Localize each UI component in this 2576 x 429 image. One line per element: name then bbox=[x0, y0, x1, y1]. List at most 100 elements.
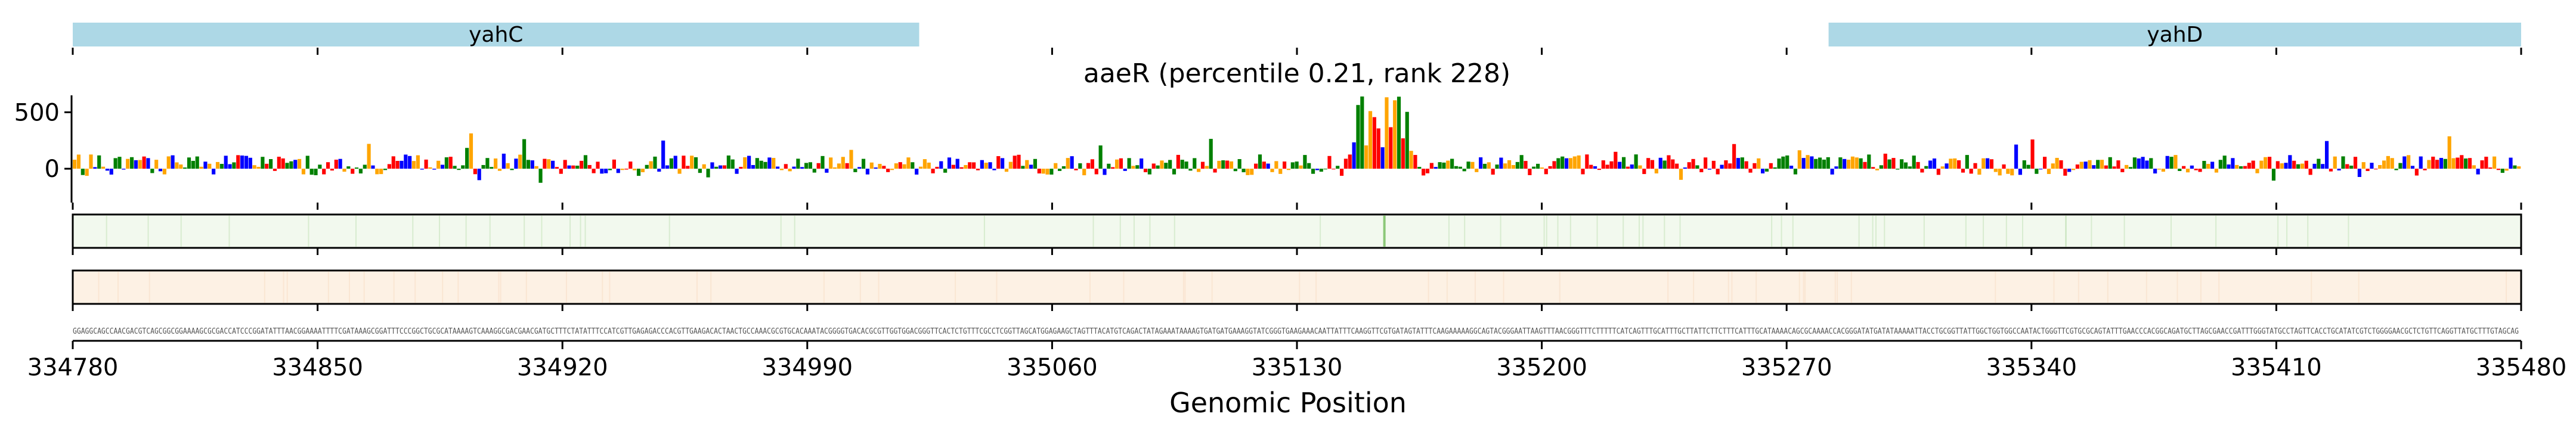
logo-letter bbox=[2067, 169, 2072, 172]
logo-letter bbox=[1671, 159, 1675, 169]
logo-letter bbox=[1278, 169, 1283, 174]
logo-letter bbox=[158, 169, 163, 172]
logo-letter bbox=[1433, 167, 1438, 169]
logo-letter bbox=[1609, 161, 1614, 169]
logo-letter bbox=[1217, 160, 1221, 169]
x-tick-label: 334920 bbox=[517, 354, 608, 381]
logo-letter bbox=[1830, 169, 1834, 175]
sequence-text: GGAGGCAGCCAACGACGTCAGCGGCGGAAAAGCGCGACCA… bbox=[73, 327, 2519, 336]
logo-letter bbox=[1630, 164, 1634, 169]
logo-letter bbox=[1001, 158, 1005, 169]
logo-letter bbox=[1691, 158, 1695, 169]
logo-letter bbox=[1283, 161, 1287, 169]
logo-letter bbox=[289, 161, 293, 169]
logo-letter bbox=[2210, 161, 2215, 169]
logo-letter bbox=[2484, 157, 2488, 169]
logo-letter bbox=[1070, 156, 1074, 169]
logo-letter bbox=[2467, 158, 2472, 169]
logo-letter bbox=[555, 167, 559, 169]
logo-letter bbox=[1642, 169, 1646, 175]
logo-letter bbox=[1409, 151, 1413, 169]
logo-letter bbox=[1033, 158, 1038, 169]
logo-letter bbox=[1364, 145, 1368, 169]
logo-letter bbox=[1965, 155, 1969, 169]
logo-letter bbox=[845, 163, 849, 169]
logo-letter bbox=[1327, 156, 1332, 169]
logo-letter bbox=[166, 156, 171, 169]
logo-letter bbox=[338, 158, 342, 169]
logo-letter bbox=[1561, 156, 1565, 169]
logo-letter bbox=[514, 158, 518, 169]
logo-letter bbox=[1753, 163, 1757, 169]
logo-letter bbox=[2341, 156, 2345, 169]
logo-letter bbox=[301, 169, 306, 175]
logo-letter bbox=[1507, 160, 1512, 169]
logo-letter bbox=[816, 163, 821, 169]
logo-letter bbox=[1229, 161, 1234, 169]
logo-letter bbox=[228, 164, 232, 169]
logo-letter bbox=[2088, 160, 2092, 169]
logo-letter bbox=[1393, 100, 1397, 169]
logo-letter bbox=[2366, 169, 2370, 172]
logo-letter bbox=[1184, 161, 1188, 169]
logo-letter bbox=[281, 158, 285, 169]
logo-letter bbox=[314, 169, 318, 176]
logo-letter bbox=[265, 163, 269, 169]
logo-letter bbox=[1188, 169, 1193, 171]
logo-letter bbox=[2202, 161, 2206, 169]
logo-letter bbox=[2214, 169, 2219, 173]
logo-letter bbox=[277, 157, 281, 169]
logo-letter bbox=[1119, 158, 1123, 169]
logo-letter bbox=[1454, 166, 1459, 169]
logo-letter bbox=[453, 166, 457, 169]
logo-letter bbox=[1903, 162, 1908, 169]
logo-letter bbox=[1699, 169, 1704, 173]
logo-letter bbox=[1536, 163, 1540, 169]
logo-letter bbox=[1352, 142, 1356, 169]
logo-letter bbox=[2288, 155, 2292, 169]
logo-letter bbox=[1475, 169, 1479, 172]
logo-letter bbox=[1389, 127, 1393, 169]
logo-letter bbox=[2218, 160, 2222, 169]
logo-letter bbox=[865, 169, 869, 175]
logo-letter bbox=[1887, 159, 1891, 169]
logo-letter bbox=[1953, 158, 1957, 169]
logo-letter bbox=[735, 169, 739, 174]
logo-letter bbox=[1998, 169, 2002, 176]
logo-letter bbox=[686, 166, 690, 169]
logo-letter bbox=[2410, 166, 2415, 169]
x-tick-label: 335270 bbox=[1741, 354, 1832, 381]
logo-letter bbox=[2128, 167, 2133, 169]
logo-letter bbox=[2284, 163, 2288, 169]
logo-letter bbox=[252, 165, 256, 169]
logo-letter bbox=[2398, 163, 2402, 169]
logo-letter bbox=[285, 163, 289, 169]
x-tick-label: 335130 bbox=[1252, 354, 1343, 381]
logo-letter bbox=[1013, 156, 1017, 169]
logo-letter bbox=[351, 169, 355, 174]
logo-letter bbox=[2239, 166, 2243, 169]
logo-letter bbox=[1348, 154, 1352, 169]
logo-letter bbox=[2206, 164, 2210, 169]
logo-letter bbox=[2271, 169, 2276, 181]
logo-letter bbox=[1123, 169, 1127, 171]
logo-letter bbox=[1961, 169, 1965, 173]
logo-letter bbox=[1295, 161, 1299, 169]
logo-letter bbox=[1552, 161, 1556, 169]
logo-letter bbox=[1785, 155, 1789, 169]
logo-letter bbox=[743, 157, 747, 169]
logo-letter bbox=[1564, 158, 1569, 169]
logo-letter bbox=[2361, 162, 2366, 169]
logo-letter bbox=[1286, 169, 1291, 170]
logo-letter bbox=[2337, 169, 2341, 171]
logo-letter bbox=[1621, 157, 1626, 169]
logo-letter bbox=[1380, 147, 1385, 169]
logo-letter bbox=[616, 169, 620, 173]
logo-letter bbox=[1593, 166, 1597, 169]
logo-letter bbox=[256, 167, 261, 169]
logo-letter bbox=[755, 158, 759, 169]
logo-letter bbox=[1241, 169, 1246, 173]
logo-letter bbox=[1172, 169, 1176, 175]
logo-letter bbox=[776, 166, 780, 169]
logo-letter bbox=[2035, 169, 2039, 174]
